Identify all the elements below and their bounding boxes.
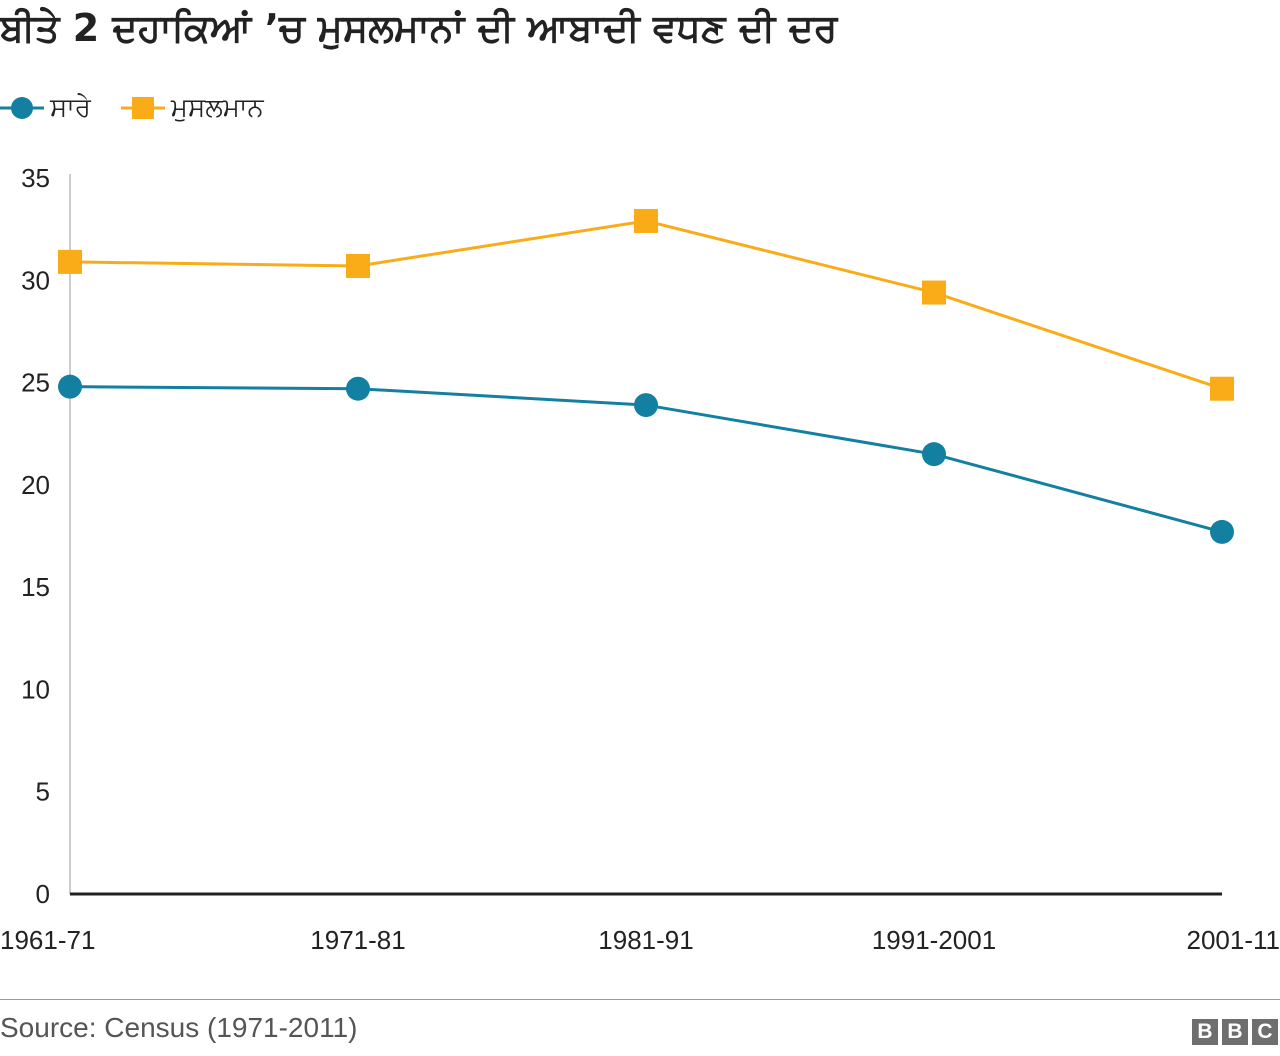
- chart-title: ਬੀਤੇ 2 ਦਹਾਕਿਆਂ ’ਚ ਮੁਸਲਮਾਨਾਂ ਦੀ ਆਬਾਦੀ ਵਧਣ…: [0, 6, 838, 50]
- data-point-square: [634, 208, 658, 233]
- y-tick-label: 10: [21, 674, 50, 704]
- x-tick-label: 1961-71: [0, 925, 95, 955]
- data-point-circle: [346, 376, 370, 401]
- y-tick-label: 15: [21, 572, 50, 602]
- x-tick-label: 2001-11: [1187, 925, 1280, 955]
- legend-square-marker-icon: [120, 97, 165, 119]
- y-tick-label: 35: [21, 163, 50, 193]
- x-axis: 1961-71 1971-81 1981-91 1991-2001 2001-11: [0, 892, 1280, 955]
- legend-circle-marker-icon: [0, 97, 44, 119]
- y-tick-label: 30: [21, 265, 50, 295]
- x-tick-label: 1991-2001: [872, 925, 996, 955]
- series-line: [69, 219, 1223, 391]
- series-layer: [58, 208, 1234, 544]
- source-note: Source: Census (1971-2011): [0, 1012, 358, 1043]
- bbc-logo-letter: B: [1192, 1019, 1218, 1045]
- x-tick-label: 1971-81: [310, 925, 405, 955]
- x-tick-label: 1981-91: [598, 925, 693, 955]
- y-tick-label: 20: [21, 470, 50, 500]
- legend-label-all: ਸਾਰੇ: [50, 92, 91, 123]
- bbc-logo-letter: C: [1252, 1019, 1278, 1045]
- y-axis: 0 5 10 15 20 25 30 35: [21, 163, 71, 909]
- data-point-circle: [1210, 519, 1234, 544]
- series-all: [58, 374, 1234, 544]
- data-point-square: [922, 280, 946, 305]
- y-tick-label: 5: [36, 777, 50, 807]
- bbc-logo: B B C: [1188, 1019, 1278, 1045]
- footer-divider: [0, 999, 1280, 1000]
- data-point-circle: [922, 442, 946, 467]
- y-tick-label: 25: [21, 368, 50, 398]
- line-chart: 0 5 10 15 20 25 30 35 1961-71 1971-81 1981-91 1991…: [0, 163, 1280, 955]
- data-point-square: [1210, 376, 1234, 401]
- legend-item-muslims: ਮੁਸਲਮਾਨ: [120, 92, 264, 124]
- legend-label-muslims: ਮੁਸਲਮਾਨ: [170, 92, 264, 123]
- bbc-logo-letter: B: [1222, 1019, 1248, 1045]
- data-point-circle: [634, 393, 658, 418]
- series-muslims: [58, 208, 1234, 401]
- data-point-square: [58, 249, 82, 274]
- legend-item-all: ਸਾਰੇ: [0, 93, 91, 124]
- data-point-square: [346, 253, 370, 278]
- data-point-circle: [58, 374, 82, 399]
- legend: ਸਾਰੇ ਮੁਸਲਮਾਨ: [0, 88, 294, 128]
- y-tick-label: 0: [36, 879, 50, 909]
